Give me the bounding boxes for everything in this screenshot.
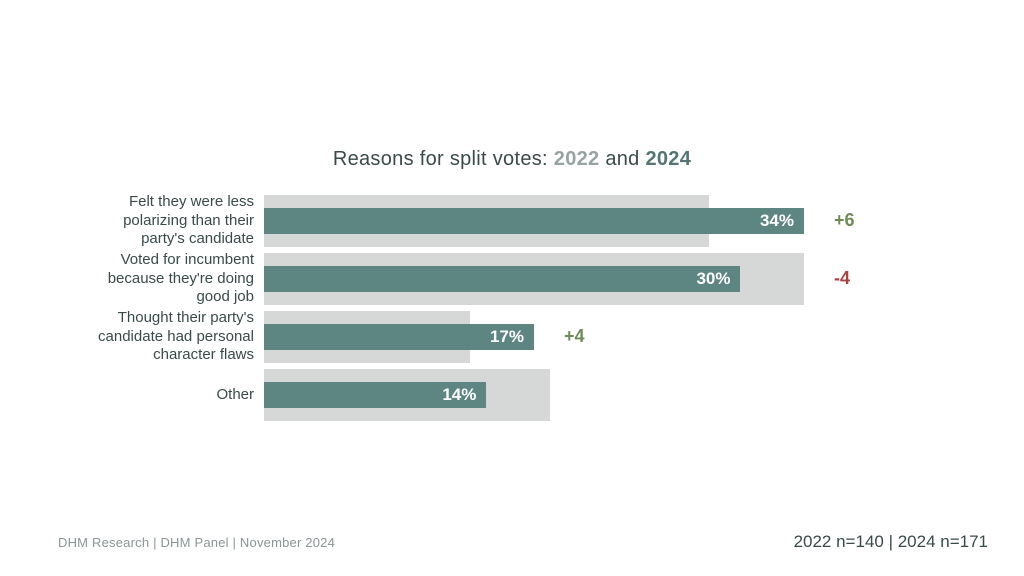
footer-sample-size: 2022 n=140 | 2024 n=171 xyxy=(794,532,988,552)
delta-label: -4 xyxy=(818,268,878,289)
delta-label: +6 xyxy=(818,210,878,231)
chart-row: Voted for incumbent because they're doin… xyxy=(78,250,948,308)
chart-row: Felt they were less polarizing than thei… xyxy=(78,192,948,250)
bar-value-label: 34% xyxy=(760,211,794,231)
bar-2024: 34% xyxy=(264,208,804,234)
row-label: Voted for incumbent because they're doin… xyxy=(78,251,264,307)
row-label: Other xyxy=(78,386,264,405)
row-label: Thought their party's candidate had pers… xyxy=(78,309,264,365)
title-prefix: Reasons for split votes: xyxy=(333,148,554,170)
slide: Reasons for split votes: 2022 and 2024 F… xyxy=(0,0,1024,576)
bar-value-label: 17% xyxy=(490,327,524,347)
title-year-2024: 2024 xyxy=(645,148,691,170)
bar-chart: Felt they were less polarizing than thei… xyxy=(78,192,948,424)
chart-row: Thought their party's candidate had pers… xyxy=(78,308,948,366)
footer-source: DHM Research | DHM Panel | November 2024 xyxy=(58,535,335,550)
chart-row: Other 14% xyxy=(78,366,948,424)
title-and: and xyxy=(599,148,645,170)
bar-2024: 17% xyxy=(264,324,534,350)
bars-wrap: 14% xyxy=(264,369,804,421)
delta-label: +4 xyxy=(548,326,608,347)
bars-wrap: 30% xyxy=(264,253,804,305)
chart-title: Reasons for split votes: 2022 and 2024 xyxy=(0,148,1024,171)
bars-wrap: 17% xyxy=(264,311,804,363)
bar-2024: 14% xyxy=(264,382,486,408)
row-label: Felt they were less polarizing than thei… xyxy=(78,193,264,249)
bar-value-label: 14% xyxy=(442,385,476,405)
title-year-2022: 2022 xyxy=(554,148,600,170)
bars-wrap: 34% xyxy=(264,195,804,247)
bar-value-label: 30% xyxy=(696,269,730,289)
bar-2024: 30% xyxy=(264,266,740,292)
